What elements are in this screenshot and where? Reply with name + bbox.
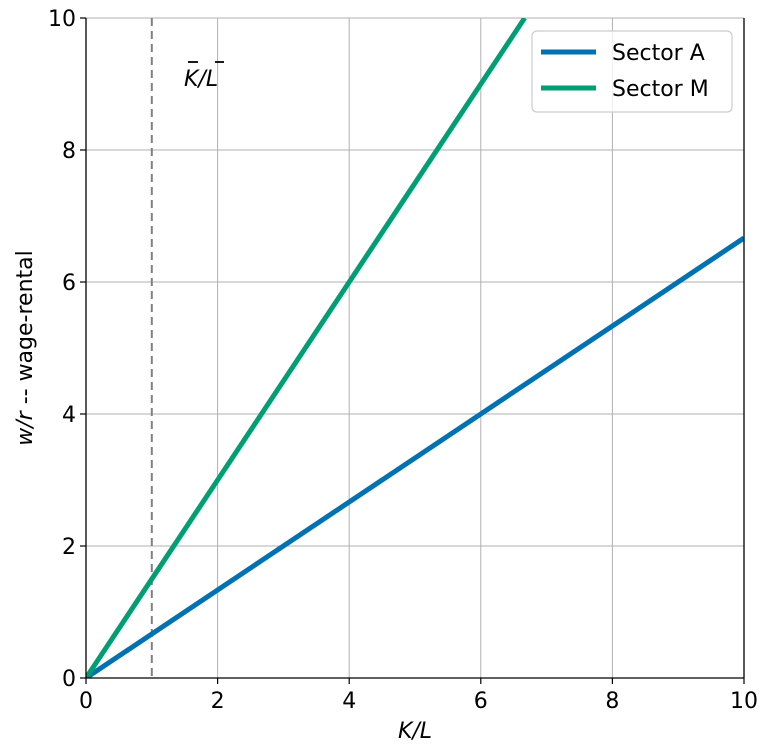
x-tick-label: 6 [474, 689, 488, 714]
series-line-sector-a [86, 235, 744, 678]
series-line-sector-m [86, 18, 527, 678]
y-axis-label: w/r -- wage-rental [13, 250, 38, 446]
axis-ticks: 0 2 4 6 8 10 0 2 4 6 8 10 [48, 7, 758, 714]
x-tick-label: 0 [79, 689, 93, 714]
legend: Sector A Sector M [531, 30, 733, 113]
y-tick-label: 2 [62, 535, 76, 560]
legend-label: Sector M [612, 77, 709, 102]
x-tick-label: 10 [730, 689, 758, 714]
y-tick-label: 8 [62, 139, 76, 164]
x-tick-label: 2 [211, 689, 225, 714]
grid-lines [85, 17, 745, 679]
y-tick-label: 4 [62, 403, 76, 428]
svg-text:K/L: K/L [184, 67, 218, 92]
y-tick-label: 6 [62, 271, 76, 296]
x-tick-label: 8 [605, 689, 619, 714]
endowment-annotation: K/L [184, 61, 224, 92]
x-tick-label: 4 [342, 689, 356, 714]
legend-label: Sector A [612, 41, 705, 66]
data-series [86, 18, 744, 678]
x-axis-label: K/L [398, 719, 432, 744]
y-tick-label: 10 [48, 7, 76, 32]
y-tick-label: 0 [62, 667, 76, 692]
